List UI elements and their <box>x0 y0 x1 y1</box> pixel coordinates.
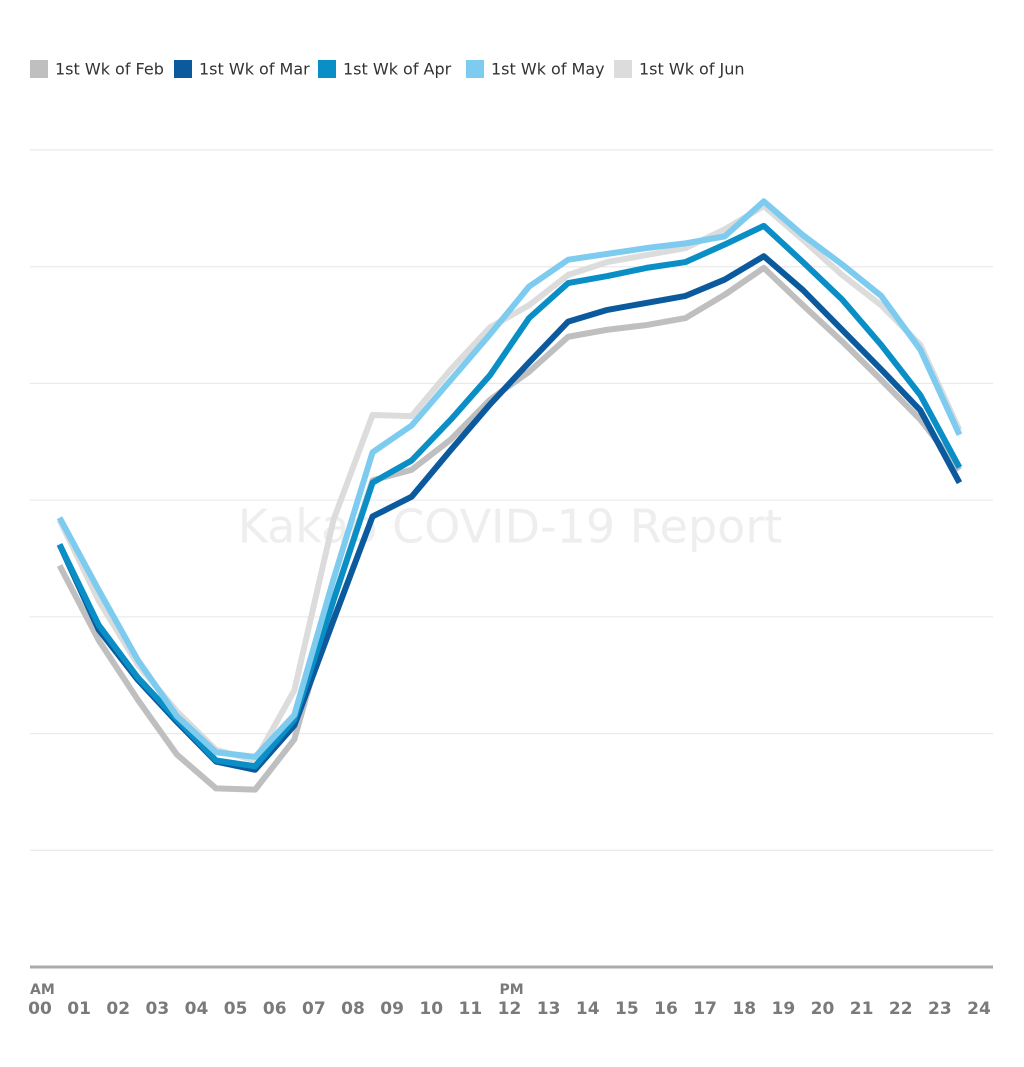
x-tick-label: 05 <box>224 999 248 1019</box>
x-tick-label: 14 <box>576 999 600 1019</box>
x-tick-label: 11 <box>459 999 483 1019</box>
legend-label: 1st Wk of May <box>491 60 605 79</box>
legend-swatch <box>30 60 48 78</box>
x-tick-label: 07 <box>302 999 326 1019</box>
x-tick-label: 17 <box>693 999 717 1019</box>
x-tick-label: 22 <box>889 999 913 1019</box>
legend-swatch <box>614 60 632 78</box>
x-tick-label: 08 <box>341 999 365 1019</box>
legend-swatch <box>174 60 192 78</box>
x-tick-label: 00 <box>28 999 52 1019</box>
x-tick-label: 20 <box>811 999 835 1019</box>
x-tick-label: 09 <box>380 999 404 1019</box>
x-tick-label: 24 <box>967 999 991 1019</box>
x-tick-label: 12 <box>498 999 522 1019</box>
x-tick-label: 21 <box>850 999 874 1019</box>
legend-label: 1st Wk of Jun <box>639 60 745 79</box>
annotation: AM <box>30 982 55 998</box>
legend-swatch <box>318 60 336 78</box>
legend-swatch <box>466 60 484 78</box>
annotation: PM <box>500 982 524 998</box>
x-tick-label: 16 <box>654 999 678 1019</box>
line-series <box>56 198 963 760</box>
x-tick-label: 23 <box>928 999 952 1019</box>
line-series <box>56 203 963 764</box>
legend-label: 1st Wk of Feb <box>55 60 164 79</box>
x-tick-label: 01 <box>67 999 91 1019</box>
x-tick-label: 02 <box>106 999 130 1019</box>
x-tick-label: 04 <box>185 999 209 1019</box>
line-series <box>56 222 963 770</box>
x-tick-label: 19 <box>772 999 796 1019</box>
x-tick-label: 13 <box>537 999 561 1019</box>
legend-label: 1st Wk of Apr <box>343 60 452 79</box>
x-tick-label: 06 <box>263 999 287 1019</box>
x-tick-label: 18 <box>732 999 756 1019</box>
watermark: Kakao COVID-19 Report <box>238 500 783 554</box>
x-tick-label: 15 <box>615 999 639 1019</box>
x-tick-label: 10 <box>419 999 443 1019</box>
legend-label: 1st Wk of Mar <box>199 60 310 79</box>
x-tick-label: 03 <box>146 999 170 1019</box>
